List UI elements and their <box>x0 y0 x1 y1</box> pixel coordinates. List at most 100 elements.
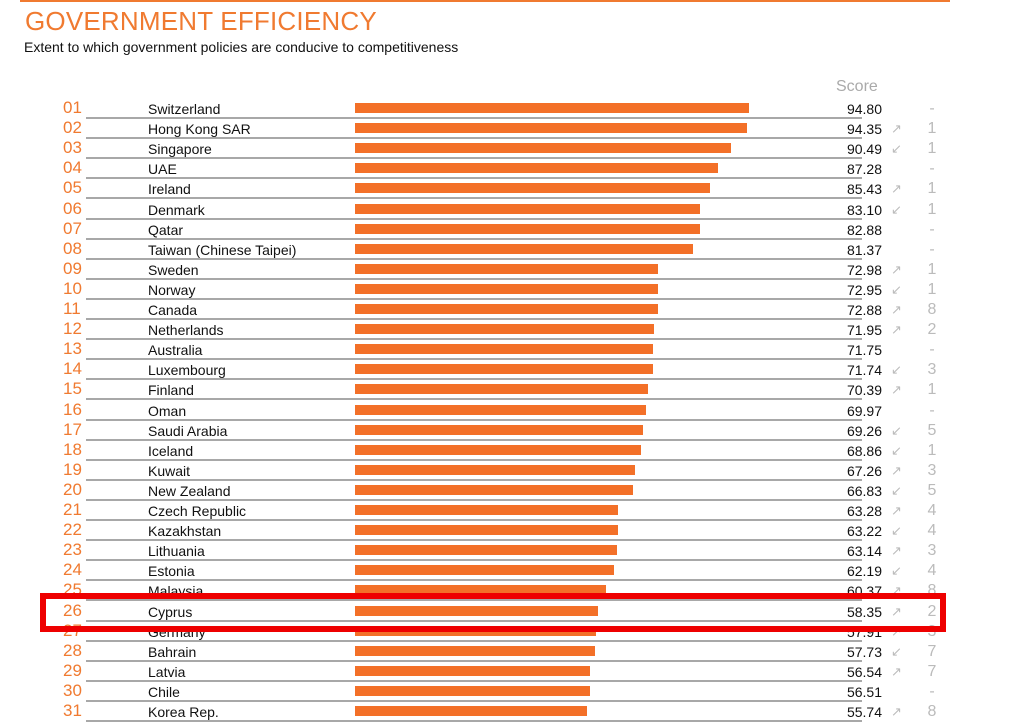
score-bar <box>355 424 643 435</box>
score-bar <box>355 464 635 475</box>
rank-change: 2 <box>927 602 937 620</box>
country-label: Oman <box>148 402 187 419</box>
rank-label: 18 <box>63 439 82 459</box>
arrow-down-icon: ↙ <box>891 482 902 498</box>
rank-change: - <box>929 401 935 419</box>
score-value: 69.26 <box>846 422 882 439</box>
score-bar <box>355 605 598 616</box>
score-value: 63.22 <box>846 523 882 540</box>
arrow-down-icon: ↙ <box>891 523 902 539</box>
score-bar <box>355 525 618 536</box>
table-row: 04 UAE 87.28 - <box>0 158 1024 180</box>
country-label: Norway <box>148 281 196 298</box>
rank-label: 28 <box>63 640 82 660</box>
table-row: 13 Australia 71.75 - <box>0 339 1024 361</box>
rank-label: 12 <box>63 319 82 339</box>
score-bar <box>355 404 646 415</box>
arrow-up-icon: ↗ <box>891 462 902 478</box>
row-divider <box>86 117 862 119</box>
score-bar <box>355 706 587 716</box>
arrow-up-icon: ↗ <box>891 704 902 719</box>
rank-label: 23 <box>63 540 82 560</box>
score-value: 56.51 <box>846 683 882 700</box>
row-divider <box>86 478 862 481</box>
rank-change: 1 <box>927 381 937 399</box>
rank-change: - <box>929 220 935 238</box>
table-row: 20 New Zealand 66.83 ↙ 5 <box>0 480 1024 501</box>
rank-label: 26 <box>63 600 82 620</box>
country-label: Hong Kong SAR <box>148 121 251 138</box>
table-row: 01 Switzerland 94.80 - <box>0 98 1024 119</box>
arrow-up-icon: ↗ <box>891 121 902 137</box>
score-bar <box>355 565 614 576</box>
table-row: 23 Lithuania 63.14 ↗ 3 <box>0 540 1024 562</box>
row-divider <box>86 157 862 160</box>
score-value: 67.26 <box>846 462 882 479</box>
arrow-down-icon: ↙ <box>891 643 902 659</box>
score-bar <box>355 103 750 113</box>
top-rule <box>20 0 950 2</box>
table-row: 26 Cyprus 58.35 ↗ 2 <box>0 600 1024 622</box>
score-bar <box>355 585 606 596</box>
arrow-down-icon: ↙ <box>891 422 902 438</box>
score-bar <box>355 545 618 556</box>
row-divider <box>86 378 862 381</box>
rank-change: 1 <box>927 260 937 278</box>
rank-label: 19 <box>63 459 82 479</box>
row-divider <box>86 318 862 320</box>
score-value: 90.49 <box>846 141 882 158</box>
country-label: Chile <box>148 683 180 700</box>
score-value: 63.14 <box>846 543 882 560</box>
country-label: Sweden <box>148 261 199 278</box>
table-row: 19 Kuwait 67.26 ↗ 3 <box>0 459 1024 481</box>
rank-label: 05 <box>63 178 82 198</box>
rank-label: 15 <box>63 379 82 399</box>
arrow-up-icon: ↗ <box>891 503 902 518</box>
table-row: 12 Netherlands 71.95 ↗ 2 <box>0 319 1024 341</box>
table-row: 15 Finland 70.39 ↗ 1 <box>0 379 1024 401</box>
rank-change: 1 <box>927 180 937 198</box>
rank-change: 8 <box>927 301 937 318</box>
arrow-up-icon: ↗ <box>891 603 902 619</box>
table-row: 18 Iceland 68.86 ↙ 1 <box>0 439 1024 461</box>
score-bar <box>355 685 590 696</box>
score-bar <box>355 484 633 495</box>
table-row: 10 Norway 72.95 ↙ 1 <box>0 279 1024 300</box>
row-divider <box>86 418 862 421</box>
table-row: 03 Singapore 90.49 ↙ 1 <box>0 138 1024 160</box>
row-divider <box>86 257 862 260</box>
country-label: Cyprus <box>148 603 193 620</box>
row-divider <box>86 277 862 280</box>
arrow-up-icon: ↗ <box>891 583 902 599</box>
score-bar <box>355 263 659 274</box>
score-column-header: Score <box>836 78 878 95</box>
rank-change: 1 <box>927 441 937 459</box>
rank-change: 4 <box>927 522 937 540</box>
highlight-box <box>40 593 946 632</box>
rank-label: 02 <box>63 118 82 138</box>
table-row: 29 Latvia 56.54 ↗ 7 <box>0 661 1024 682</box>
rank-label: 03 <box>63 138 82 158</box>
score-value: 72.88 <box>846 302 882 318</box>
rank-label: 04 <box>63 158 82 178</box>
arrow-up-icon: ↗ <box>891 302 902 317</box>
score-value: 70.39 <box>846 382 882 399</box>
score-value: 55.74 <box>846 704 882 720</box>
country-label: Estonia <box>148 563 195 580</box>
row-divider <box>86 659 862 662</box>
table-row: 28 Bahrain 57.73 ↙ 7 <box>0 640 1024 662</box>
rank-change: 2 <box>927 321 937 339</box>
rank-change: 1 <box>927 140 937 158</box>
rank-label: 11 <box>63 299 81 318</box>
score-bar <box>355 143 732 154</box>
table-row: 14 Luxembourg 71.74 ↙ 3 <box>0 359 1024 381</box>
country-label: Latvia <box>148 663 186 680</box>
rank-label: 16 <box>63 399 82 419</box>
country-label: Singapore <box>148 141 212 158</box>
country-label: Kuwait <box>148 462 191 479</box>
arrow-up-icon: ↗ <box>891 663 902 679</box>
country-label: Qatar <box>148 221 184 238</box>
country-label: New Zealand <box>148 482 231 499</box>
score-bar <box>355 384 648 395</box>
country-label: Czech Republic <box>148 503 247 519</box>
